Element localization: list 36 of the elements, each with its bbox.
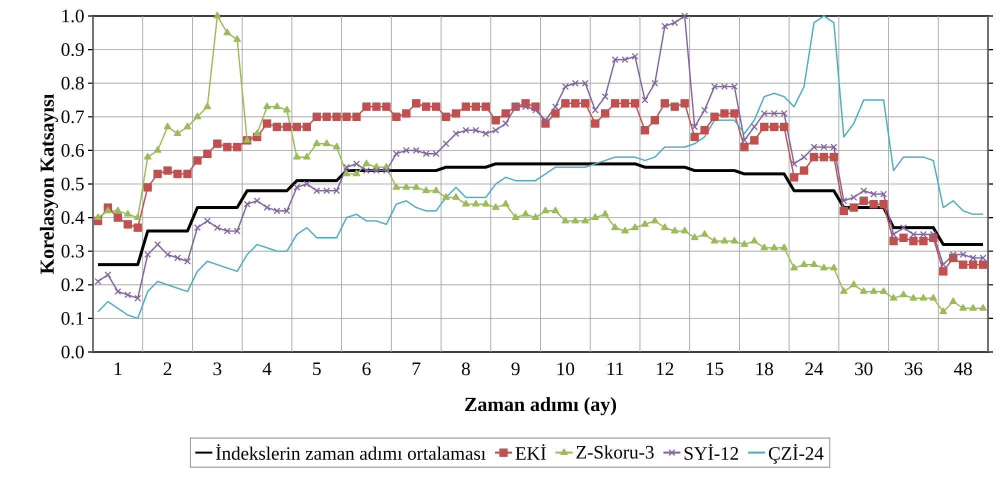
x-tick-label: 3 bbox=[213, 362, 222, 376]
x-tick-label: 5 bbox=[313, 362, 321, 376]
legend-label: SYİ-12 bbox=[684, 444, 738, 460]
y-tick-label: 0.4 bbox=[62, 211, 84, 224]
y-tick-label: 0.1 bbox=[62, 312, 84, 325]
legend-label: Z-Skoru-3 bbox=[576, 445, 654, 459]
y-axis-title: Korelasyon Katsayısı bbox=[40, 94, 58, 274]
x-tick-label: 4 bbox=[262, 362, 272, 375]
x-axis-title: Zaman adımı (ay) bbox=[465, 397, 616, 416]
x-tick-label: 11 bbox=[608, 362, 624, 376]
y-tick-label: 0.7 bbox=[62, 110, 84, 124]
x-tick-label: 6 bbox=[362, 362, 371, 376]
x-tick-label: 12 bbox=[657, 362, 674, 376]
x-tick-label: 1 bbox=[114, 362, 122, 376]
y-tick-label: 0.8 bbox=[62, 76, 84, 90]
y-tick-label: 0.5 bbox=[62, 178, 84, 190]
legend-label: İndekslerin zaman adımı ortalaması bbox=[216, 444, 486, 460]
y-tick-label: 0.2 bbox=[62, 278, 84, 292]
x-tick-label: 7 bbox=[412, 362, 420, 375]
legend-label: EKİ bbox=[516, 444, 546, 460]
x-tick-label: 10 bbox=[558, 362, 574, 376]
y-tick-label: 0.9 bbox=[62, 43, 84, 56]
x-tick-label: 30 bbox=[855, 362, 872, 376]
y-tick-label: 0.0 bbox=[62, 346, 84, 358]
x-tick-label: 8 bbox=[462, 362, 470, 376]
x-tick-label: 48 bbox=[954, 362, 972, 376]
x-tick-label: 9 bbox=[512, 362, 520, 376]
x-tick-label: 18 bbox=[756, 362, 773, 376]
y-tick-label: 1.0 bbox=[62, 10, 84, 22]
x-tick-label: 2 bbox=[164, 362, 172, 376]
x-tick-label: 36 bbox=[904, 362, 922, 376]
legend-label: ÇZİ-24 bbox=[768, 444, 824, 464]
x-tick-label: 15 bbox=[706, 362, 724, 376]
y-tick-label: 0.6 bbox=[62, 144, 84, 157]
y-tick-label: 0.3 bbox=[62, 244, 84, 258]
x-tick-label: 24 bbox=[805, 362, 824, 376]
